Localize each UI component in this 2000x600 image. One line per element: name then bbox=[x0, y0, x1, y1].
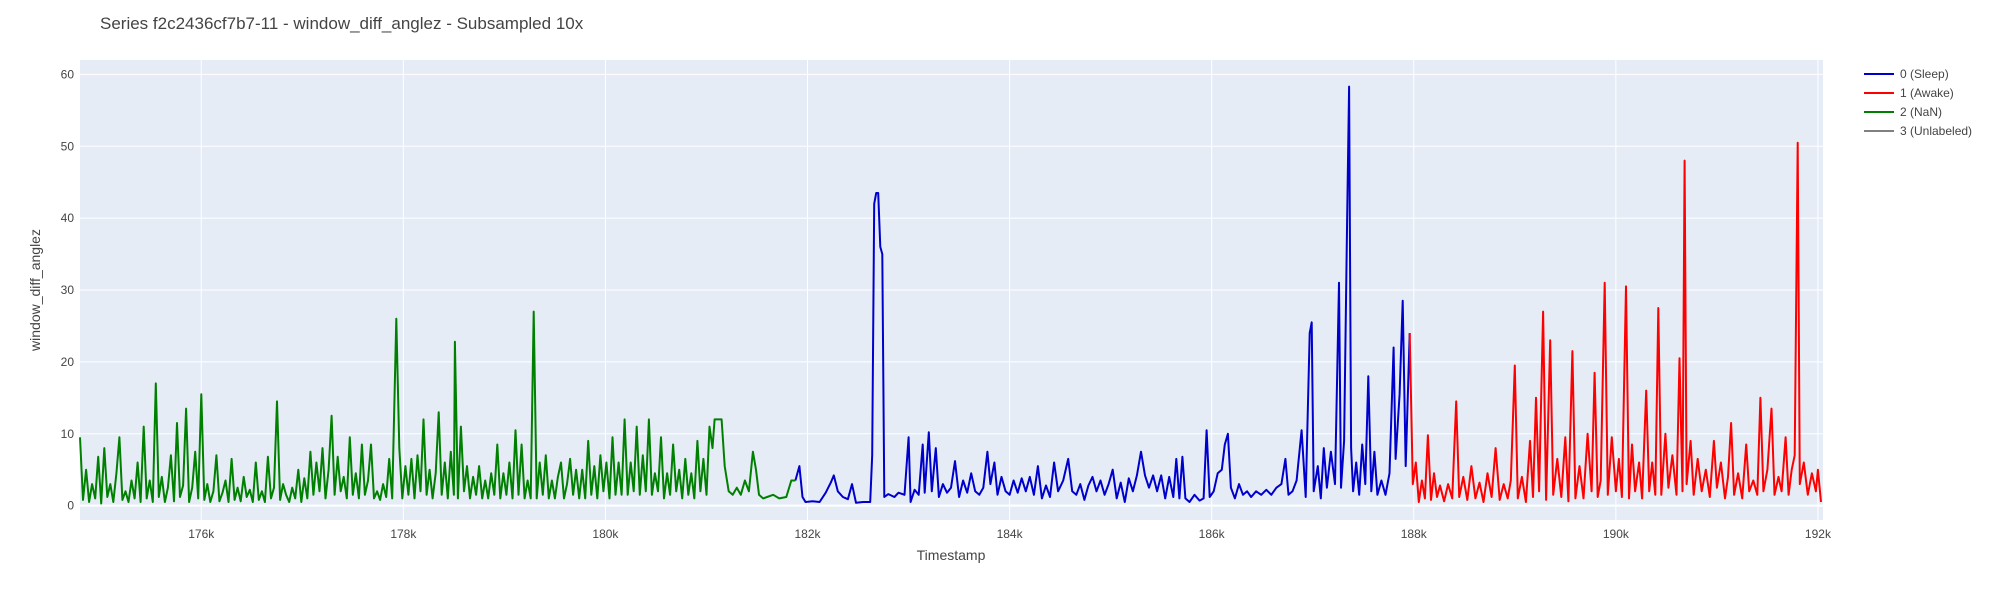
x-tick-label: 192k bbox=[1805, 527, 1832, 541]
series-line-1 bbox=[1408, 141, 1822, 503]
legend: 0 (Sleep) 1 (Awake) 2 (NaN) 3 (Unlabeled) bbox=[1864, 67, 1972, 138]
x-tick-label: 178k bbox=[390, 527, 417, 541]
y-tick-label: 50 bbox=[61, 139, 75, 153]
y-tick-label: 0 bbox=[67, 499, 74, 513]
x-axis-title: Timestamp bbox=[917, 547, 986, 563]
x-tick-label: 176k bbox=[188, 527, 215, 541]
x-tick-label: 188k bbox=[1401, 527, 1428, 541]
y-axis-title: window_diff_anglez bbox=[27, 229, 43, 352]
legend-label: 2 (NaN) bbox=[1900, 105, 1942, 119]
y-tick-label: 30 bbox=[61, 283, 75, 297]
series-line-2 bbox=[79, 310, 796, 505]
x-tick-label: 186k bbox=[1199, 527, 1226, 541]
legend-label: 0 (Sleep) bbox=[1900, 67, 1949, 81]
series-line-0 bbox=[794, 85, 1411, 504]
x-tick-label: 180k bbox=[592, 527, 619, 541]
legend-label: 1 (Awake) bbox=[1900, 86, 1954, 100]
x-tick-label: 190k bbox=[1603, 527, 1630, 541]
x-tick-label: 184k bbox=[997, 527, 1024, 541]
x-tick-label: 182k bbox=[794, 527, 821, 541]
series-layer bbox=[79, 85, 1822, 505]
tick-layer: 0 10 20 30 40 50 60 176k 178k 180k 182k 184k 186k 188… bbox=[61, 67, 1832, 541]
y-tick-label: 40 bbox=[61, 211, 75, 225]
legend-label: 3 (Unlabeled) bbox=[1900, 124, 1972, 138]
y-tick-label: 10 bbox=[61, 427, 75, 441]
y-tick-label: 20 bbox=[61, 355, 75, 369]
grid-layer bbox=[80, 60, 1823, 520]
chart-title: Series f2c2436cf7b7-11 - window_diff_ang… bbox=[100, 14, 584, 33]
y-tick-label: 60 bbox=[61, 67, 75, 81]
